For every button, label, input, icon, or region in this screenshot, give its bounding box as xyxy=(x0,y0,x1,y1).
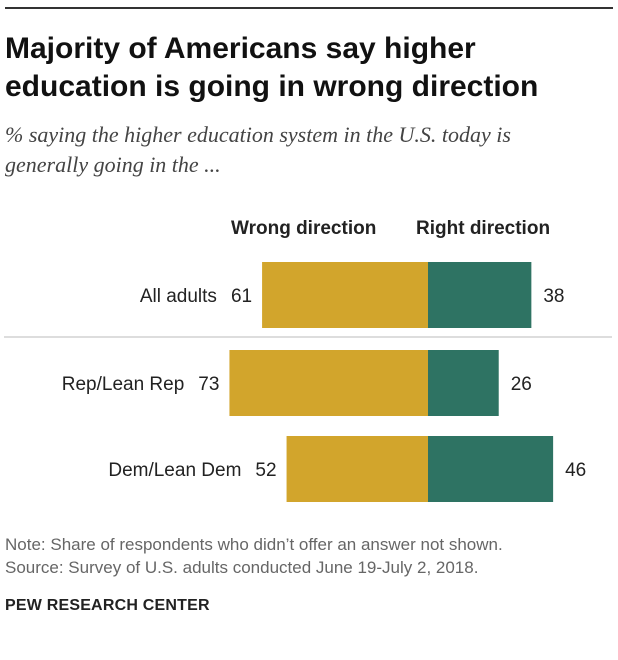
bar-wrong-direction xyxy=(286,436,428,502)
value-label-right: 26 xyxy=(511,374,532,395)
chart-notes: Note: Share of respondents who didn’t of… xyxy=(5,533,613,579)
subtitle-line-1: % saying the higher education system in … xyxy=(5,122,511,147)
subtitle-line-2: generally going in the ... xyxy=(5,152,221,177)
source-text: Source: Survey of U.S. adults conducted … xyxy=(5,558,479,577)
note-text: Note: Share of respondents who didn’t of… xyxy=(5,535,503,554)
top-rule xyxy=(5,7,613,9)
legend-wrong-direction: Wrong direction xyxy=(231,218,377,239)
chart-subtitle: % saying the higher education system in … xyxy=(5,120,615,180)
category-label: Rep/Lean Rep xyxy=(62,374,185,395)
bar-wrong-direction xyxy=(262,262,428,328)
chart-title: Majority of Americans say higher educati… xyxy=(5,30,611,106)
category-label: Dem/Lean Dem xyxy=(108,460,241,481)
bar-right-direction xyxy=(428,436,554,502)
diverging-bar-chart: 61 38 All adults 73 26 Rep/Lean Rep 52 46 Dem/Le… xyxy=(4,262,612,502)
value-label-wrong: 61 xyxy=(231,286,252,307)
category-label: All adults xyxy=(140,286,217,307)
bar-wrong-direction xyxy=(229,350,428,416)
brand-label: PEW RESEARCH CENTER xyxy=(5,597,210,614)
title-line-1: Majority of Americans say higher xyxy=(5,32,476,65)
title-line-2: education is going in wrong direction xyxy=(5,70,539,103)
value-label-right: 38 xyxy=(543,286,564,307)
legend-right-direction: Right direction xyxy=(416,218,551,239)
value-label-right: 46 xyxy=(565,460,586,481)
value-label-wrong: 73 xyxy=(198,374,219,395)
bar-right-direction xyxy=(428,262,532,328)
value-label-wrong: 52 xyxy=(255,460,276,481)
bar-right-direction xyxy=(428,350,499,416)
